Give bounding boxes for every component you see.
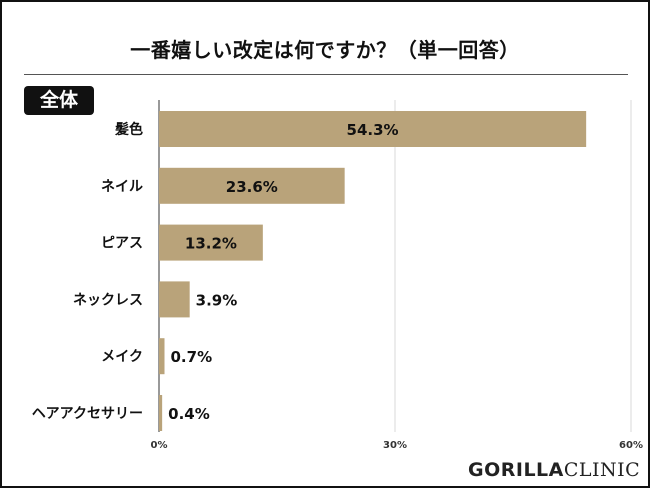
category-label: ネックレス — [73, 292, 143, 308]
value-label: 3.9% — [196, 291, 238, 309]
value-label: 0.4% — [168, 405, 210, 423]
bar — [159, 281, 190, 318]
bar — [159, 395, 163, 431]
logo-part-gorilla: GORILLA — [468, 459, 564, 481]
value-label: 23.6% — [226, 178, 278, 196]
category-label: ヘアアクセサリー — [32, 406, 143, 422]
logo-part-clinic: CLINIC — [563, 459, 641, 481]
category-label: 髪色 — [114, 121, 143, 138]
title-divider — [24, 74, 628, 75]
brand-logo: GORILLACLINIC — [468, 459, 640, 481]
x-tick-label: 30% — [383, 440, 407, 451]
bar — [159, 167, 345, 204]
bar — [159, 224, 263, 261]
x-tick-label: 60% — [619, 440, 643, 451]
category-label: ピアス — [101, 236, 143, 252]
chart-title: 一番嬉しい改定は何ですか？（単一回答） — [130, 38, 520, 62]
value-label: 0.7% — [171, 348, 213, 366]
category-label: メイク — [101, 349, 143, 365]
x-tick-label: 0% — [151, 440, 168, 451]
category-label: ネイル — [101, 179, 143, 195]
value-label: 13.2% — [185, 235, 237, 253]
value-label: 54.3% — [347, 121, 399, 139]
segment-badge: 全体 — [24, 86, 95, 115]
bar — [159, 111, 587, 147]
bar — [159, 338, 165, 375]
